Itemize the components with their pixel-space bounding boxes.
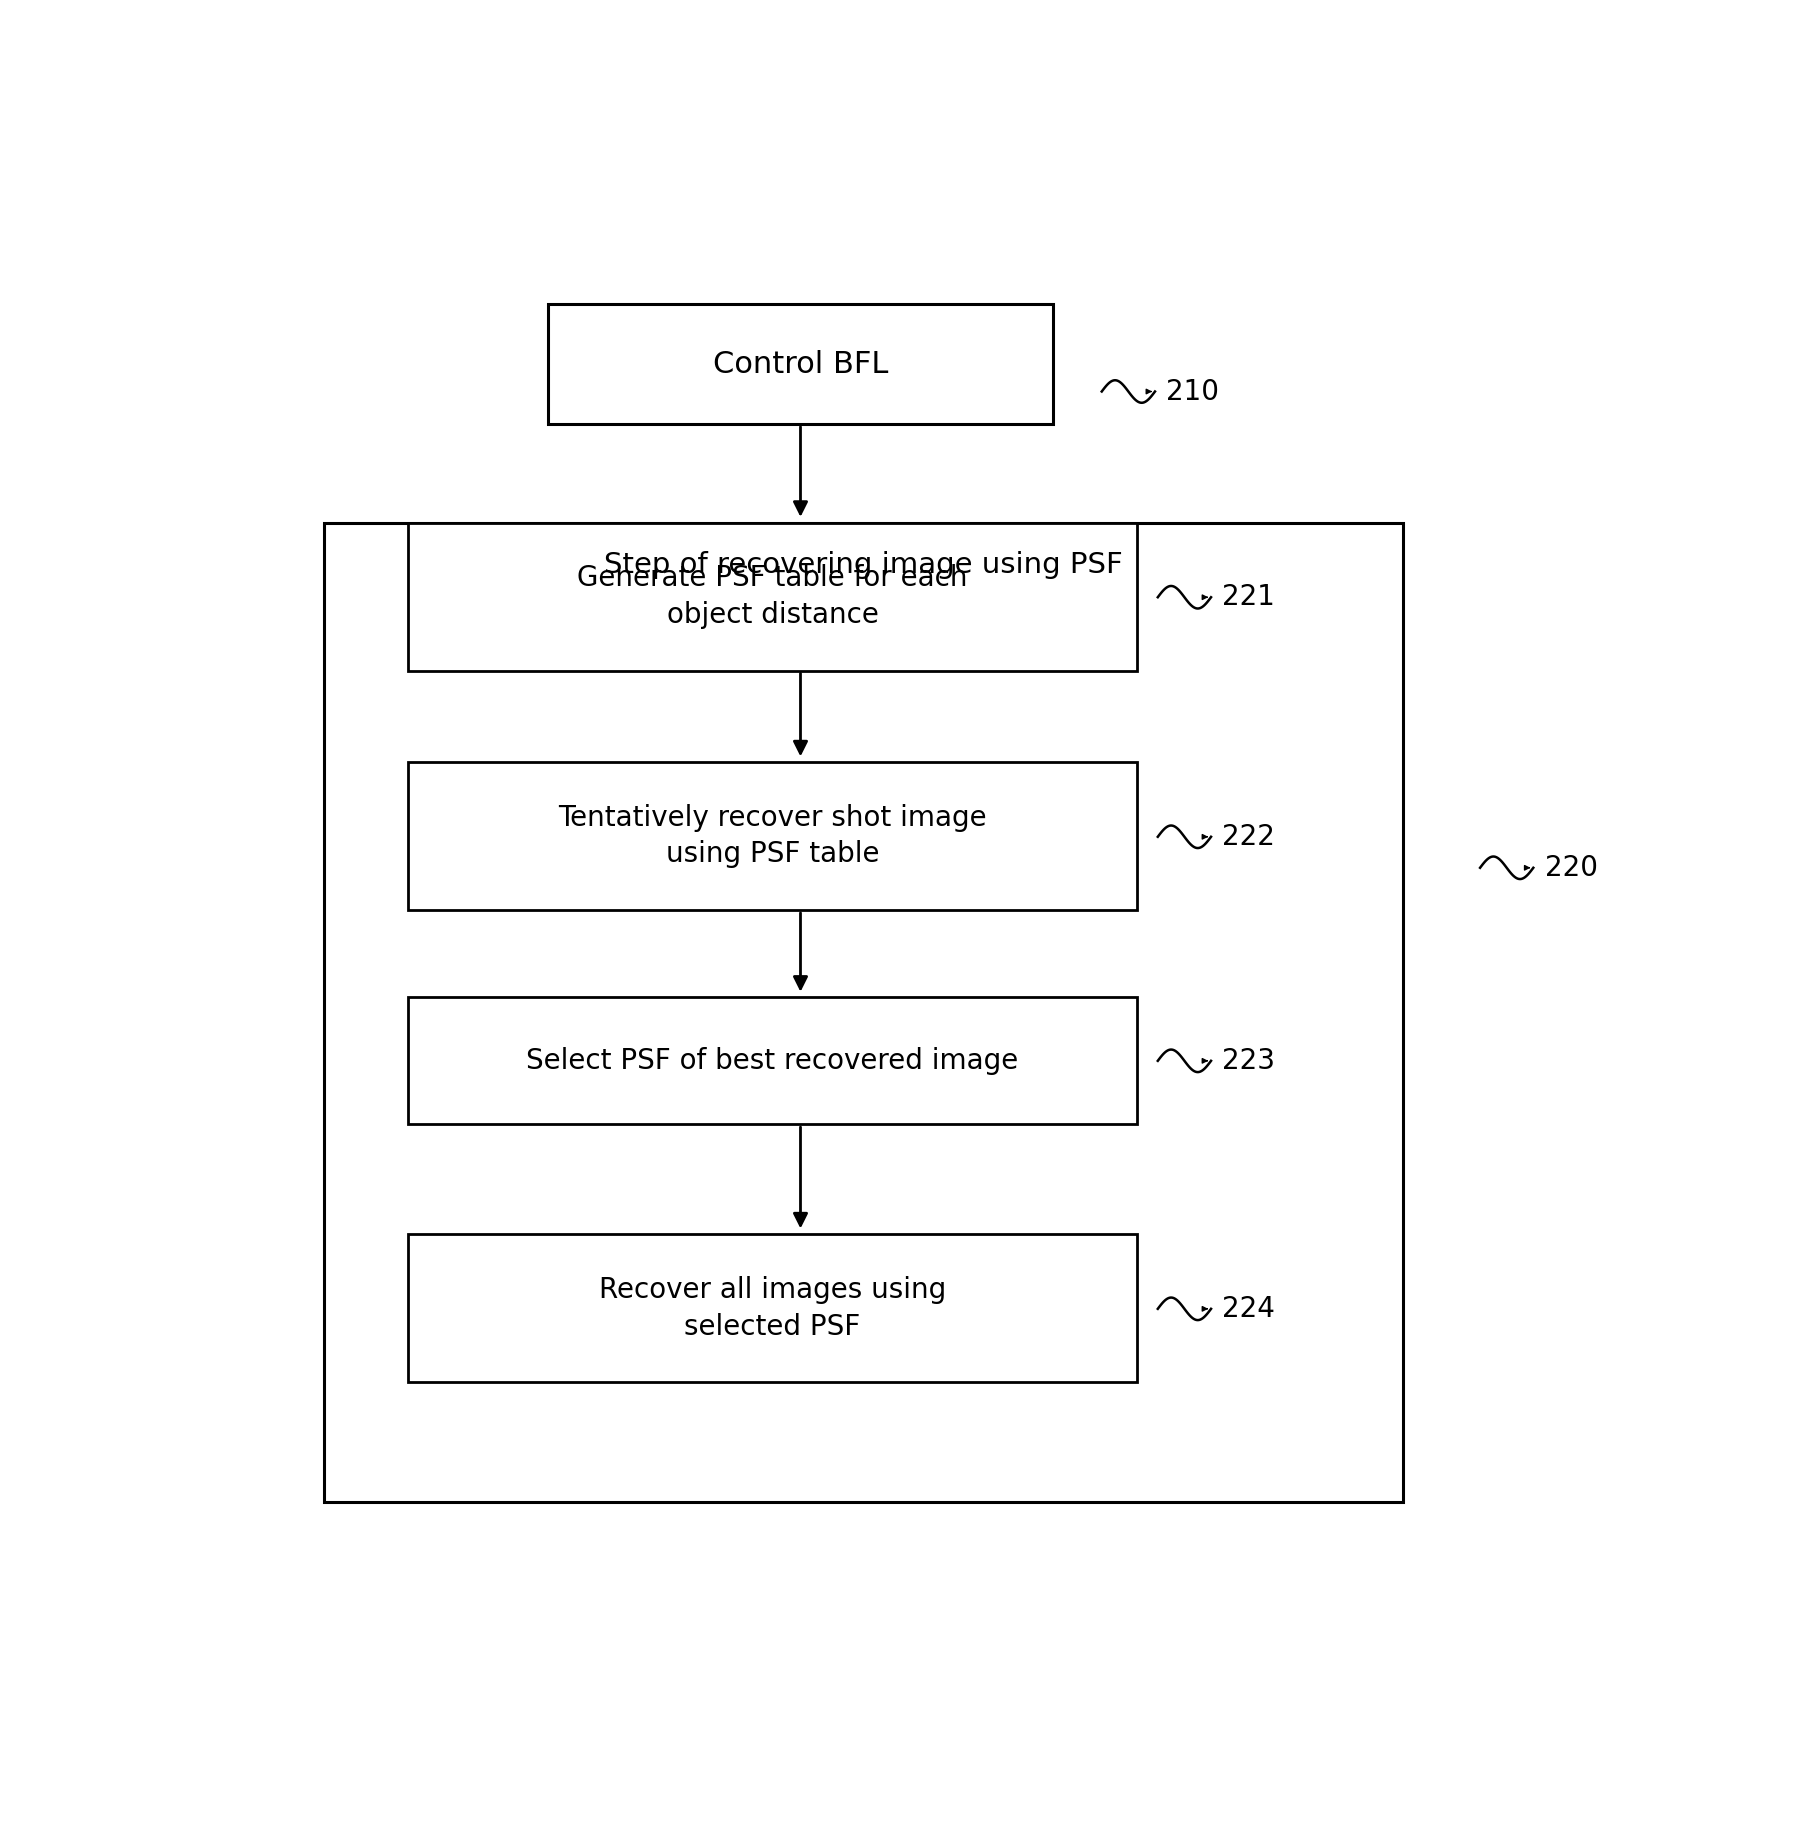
Text: Tentatively recover shot image
using PSF table: Tentatively recover shot image using PSF… (558, 803, 987, 869)
Text: 222: 222 (1222, 824, 1274, 851)
Bar (408, 761, 1137, 910)
Bar (323, 523, 1402, 1502)
Text: 221: 221 (1222, 584, 1274, 611)
Text: 210: 210 (1166, 377, 1218, 406)
Text: 223: 223 (1222, 1047, 1274, 1074)
Bar (408, 523, 1137, 670)
Text: Control BFL: Control BFL (712, 350, 887, 379)
Bar (408, 997, 1137, 1124)
Text: Generate PSF table for each
object distance: Generate PSF table for each object dista… (576, 564, 967, 630)
Text: 220: 220 (1543, 855, 1597, 882)
Text: Recover all images using
selected PSF: Recover all images using selected PSF (598, 1276, 945, 1341)
Text: 224: 224 (1222, 1296, 1274, 1323)
Text: Select PSF of best recovered image: Select PSF of best recovered image (526, 1047, 1017, 1074)
Text: Step of recovering image using PSF: Step of recovering image using PSF (604, 551, 1122, 578)
Bar (548, 304, 1052, 425)
Bar (408, 1233, 1137, 1382)
